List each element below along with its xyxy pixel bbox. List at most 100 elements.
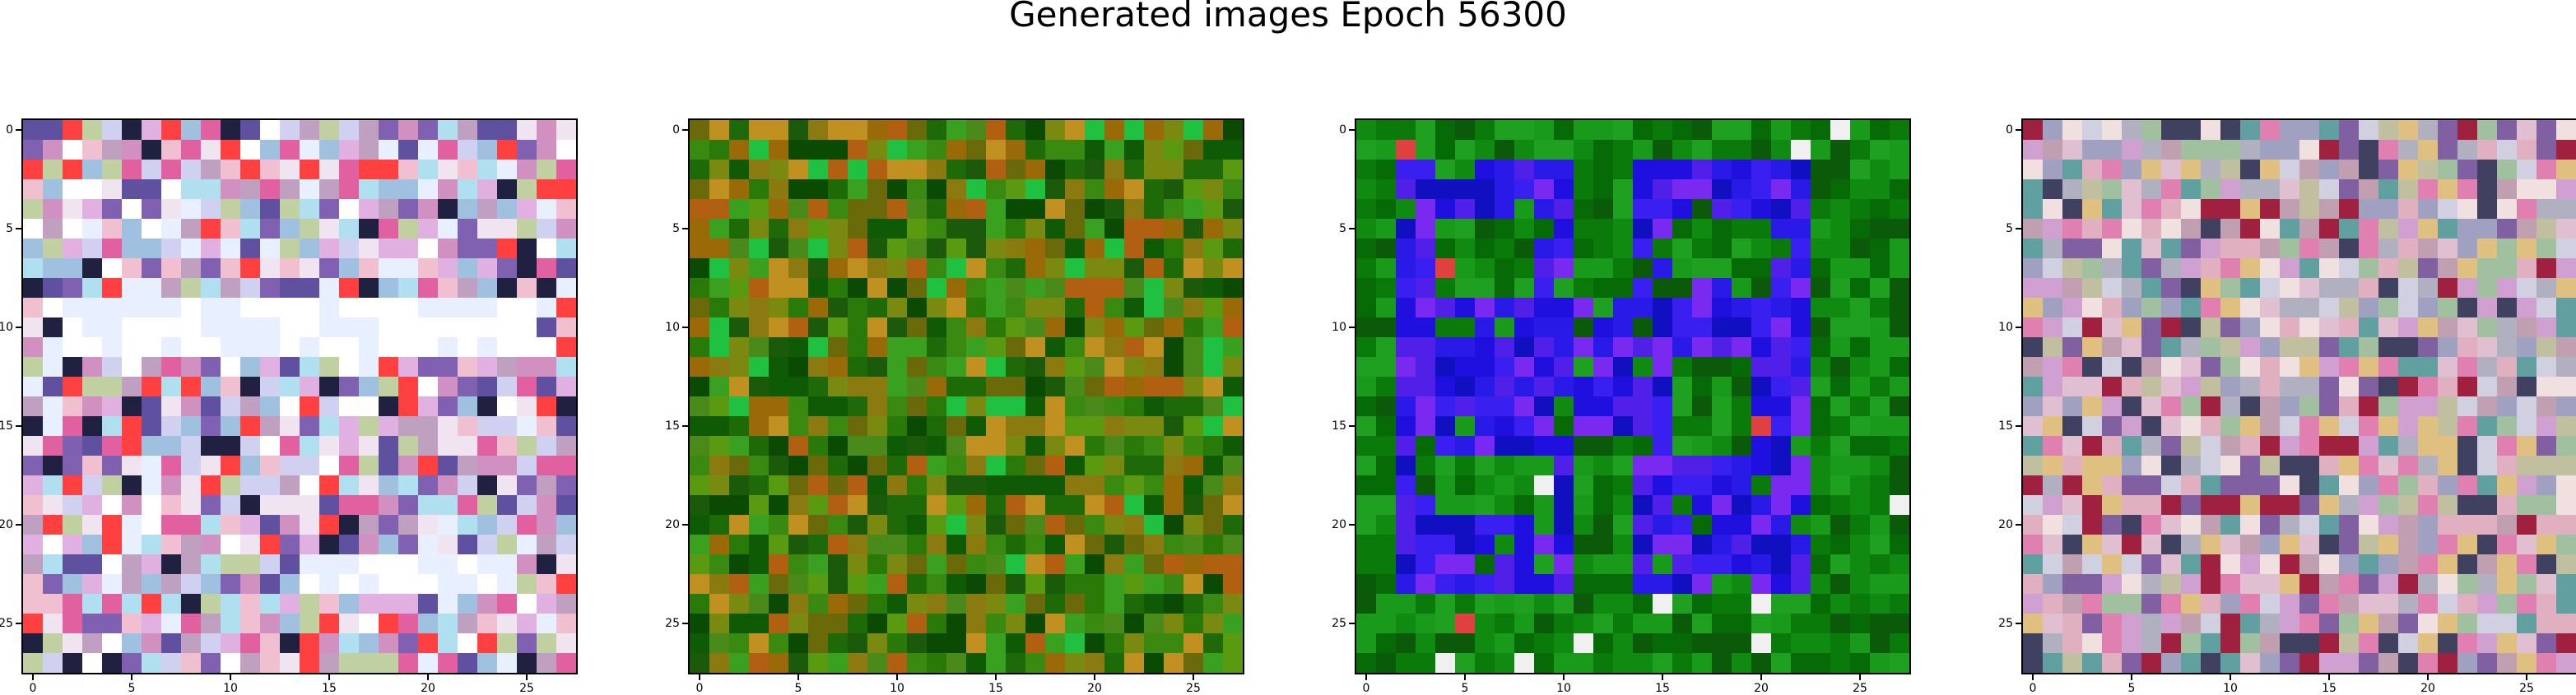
x-tick-mark	[526, 674, 528, 680]
image-panel-4	[2021, 118, 2576, 674]
y-tick-mark	[16, 623, 21, 624]
y-tick-label: 20	[1332, 518, 1346, 531]
y-tick-label: 5	[672, 222, 680, 235]
x-tick-mark	[1662, 674, 1663, 680]
x-tick-label: 25	[1853, 682, 1867, 695]
x-tick-label: 15	[1655, 682, 1670, 695]
x-tick-mark	[427, 674, 429, 680]
y-tick-mark	[682, 524, 688, 526]
x-tick-label: 25	[1186, 682, 1201, 695]
y-tick-mark	[682, 623, 688, 624]
y-tick-label: 0	[672, 123, 680, 137]
y-tick-label: 0	[2006, 123, 2013, 137]
y-tick-label: 25	[0, 617, 13, 630]
x-tick-label: 10	[223, 682, 238, 695]
y-tick-mark	[2016, 524, 2021, 526]
x-tick-label: 15	[988, 682, 1003, 695]
x-tick-mark	[1193, 674, 1194, 680]
y-tick-label: 15	[1998, 419, 2013, 433]
x-tick-label: 10	[2223, 682, 2238, 695]
y-tick-label: 5	[6, 222, 13, 235]
x-tick-mark	[2131, 674, 2132, 680]
y-tick-mark	[16, 228, 21, 229]
y-tick-label: 0	[1339, 123, 1346, 137]
generated-image-2	[690, 120, 1243, 673]
generated-image-4	[2023, 120, 2576, 673]
y-tick-mark	[2016, 327, 2021, 328]
x-tick-label: 20	[1087, 682, 1102, 695]
x-tick-mark	[1563, 674, 1565, 680]
y-tick-label: 25	[1998, 617, 2013, 630]
x-tick-label: 0	[1362, 682, 1370, 695]
y-tick-mark	[1349, 327, 1355, 328]
x-tick-mark	[896, 674, 898, 680]
x-tick-label: 5	[1461, 682, 1469, 695]
x-tick-label: 25	[519, 682, 534, 695]
y-tick-mark	[2016, 623, 2021, 624]
y-tick-mark	[1349, 623, 1355, 624]
y-tick-mark	[16, 524, 21, 526]
y-tick-label: 20	[665, 518, 680, 531]
x-tick-label: 5	[128, 682, 136, 695]
x-tick-label: 0	[29, 682, 37, 695]
x-tick-label: 0	[2029, 682, 2037, 695]
x-tick-label: 20	[1754, 682, 1769, 695]
y-tick-mark	[1349, 425, 1355, 427]
x-tick-mark	[230, 674, 231, 680]
y-tick-mark	[2016, 129, 2021, 131]
x-tick-label: 10	[890, 682, 904, 695]
y-tick-mark	[16, 129, 21, 131]
y-tick-mark	[682, 327, 688, 328]
x-tick-label: 10	[1556, 682, 1571, 695]
x-tick-mark	[32, 674, 34, 680]
y-tick-mark	[682, 425, 688, 427]
x-tick-mark	[1094, 674, 1095, 680]
y-tick-mark	[16, 327, 21, 328]
y-tick-label: 15	[0, 419, 13, 433]
image-panel-2	[688, 118, 1244, 674]
generated-image-1	[23, 120, 576, 673]
x-tick-mark	[2526, 674, 2527, 680]
y-tick-label: 15	[1332, 419, 1346, 433]
x-tick-label: 20	[2420, 682, 2435, 695]
x-tick-label: 5	[794, 682, 802, 695]
y-tick-label: 25	[665, 617, 680, 630]
y-tick-label: 10	[1998, 321, 2013, 334]
y-tick-mark	[2016, 228, 2021, 229]
x-tick-label: 0	[695, 682, 704, 695]
y-tick-label: 10	[0, 321, 13, 334]
image-panel-3	[1355, 118, 1911, 674]
x-tick-label: 5	[2127, 682, 2136, 695]
x-tick-mark	[1760, 674, 1762, 680]
y-tick-label: 20	[0, 518, 13, 531]
x-tick-mark	[328, 674, 330, 680]
x-tick-mark	[2230, 674, 2231, 680]
y-tick-label: 5	[1339, 222, 1346, 235]
y-tick-mark	[1349, 524, 1355, 526]
y-tick-mark	[2016, 425, 2021, 427]
y-tick-mark	[16, 425, 21, 427]
x-tick-mark	[2328, 674, 2330, 680]
x-tick-mark	[995, 674, 997, 680]
x-tick-label: 15	[2322, 682, 2337, 695]
x-tick-label: 25	[2519, 682, 2534, 695]
y-tick-label: 20	[1998, 518, 2013, 531]
y-tick-label: 0	[6, 123, 13, 137]
y-tick-label: 25	[1332, 617, 1346, 630]
x-tick-label: 20	[421, 682, 435, 695]
x-tick-mark	[1365, 674, 1367, 680]
y-tick-label: 5	[2006, 222, 2013, 235]
x-tick-mark	[797, 674, 799, 680]
x-tick-mark	[2032, 674, 2034, 680]
y-tick-label: 15	[665, 419, 680, 433]
image-panel-1	[21, 118, 578, 674]
x-tick-mark	[2427, 674, 2429, 680]
x-tick-mark	[1464, 674, 1466, 680]
y-tick-label: 10	[1332, 321, 1346, 334]
y-tick-mark	[1349, 228, 1355, 229]
x-tick-mark	[699, 674, 700, 680]
x-tick-mark	[1859, 674, 1861, 680]
y-tick-mark	[682, 129, 688, 131]
x-tick-mark	[131, 674, 133, 680]
x-tick-label: 15	[322, 682, 337, 695]
